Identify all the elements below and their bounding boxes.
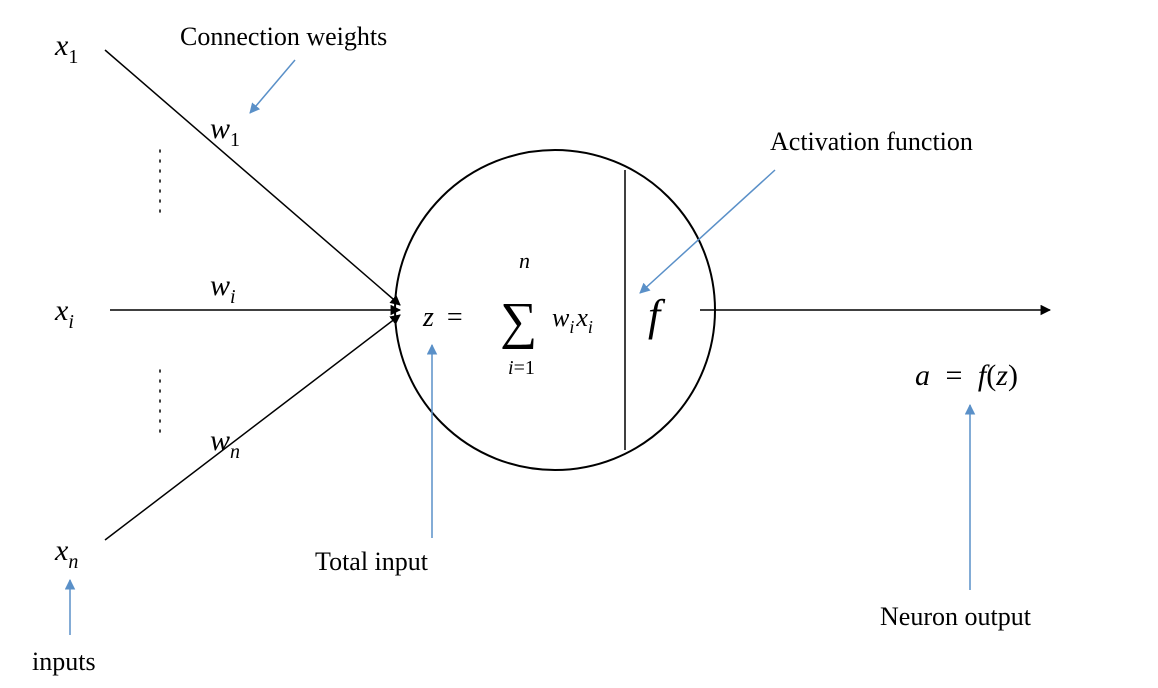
annotation-connection-weights: Connection weights	[180, 22, 387, 51]
annotation-inputs: inputs	[32, 647, 96, 676]
edge-xn	[105, 315, 400, 540]
label-wi: wi	[210, 269, 236, 308]
pointer-connection-weights	[250, 60, 295, 113]
annotation-activation-function: Activation function	[770, 127, 973, 156]
annotation-total-input: Total input	[315, 547, 429, 576]
equation-sum-upper: n	[519, 248, 530, 273]
label-xn: xn	[54, 534, 78, 573]
annotation-neuron-output: Neuron output	[880, 602, 1032, 631]
output-equation: a = f(z)	[915, 359, 1018, 392]
equation-term: wixi	[552, 303, 593, 337]
edge-x1	[105, 50, 400, 305]
equation-z: z =	[422, 302, 463, 333]
label-xi: xi	[54, 294, 74, 333]
equation-sum-lower: i=1	[508, 357, 535, 379]
label-x1: x1	[54, 29, 78, 68]
equation-sigma: ∑	[500, 293, 537, 350]
neuron-diagram: x1 xi xn w1 wi wn z = n ∑ i=1 wixi f a =…	[0, 0, 1158, 688]
equation-f: f	[648, 291, 666, 340]
